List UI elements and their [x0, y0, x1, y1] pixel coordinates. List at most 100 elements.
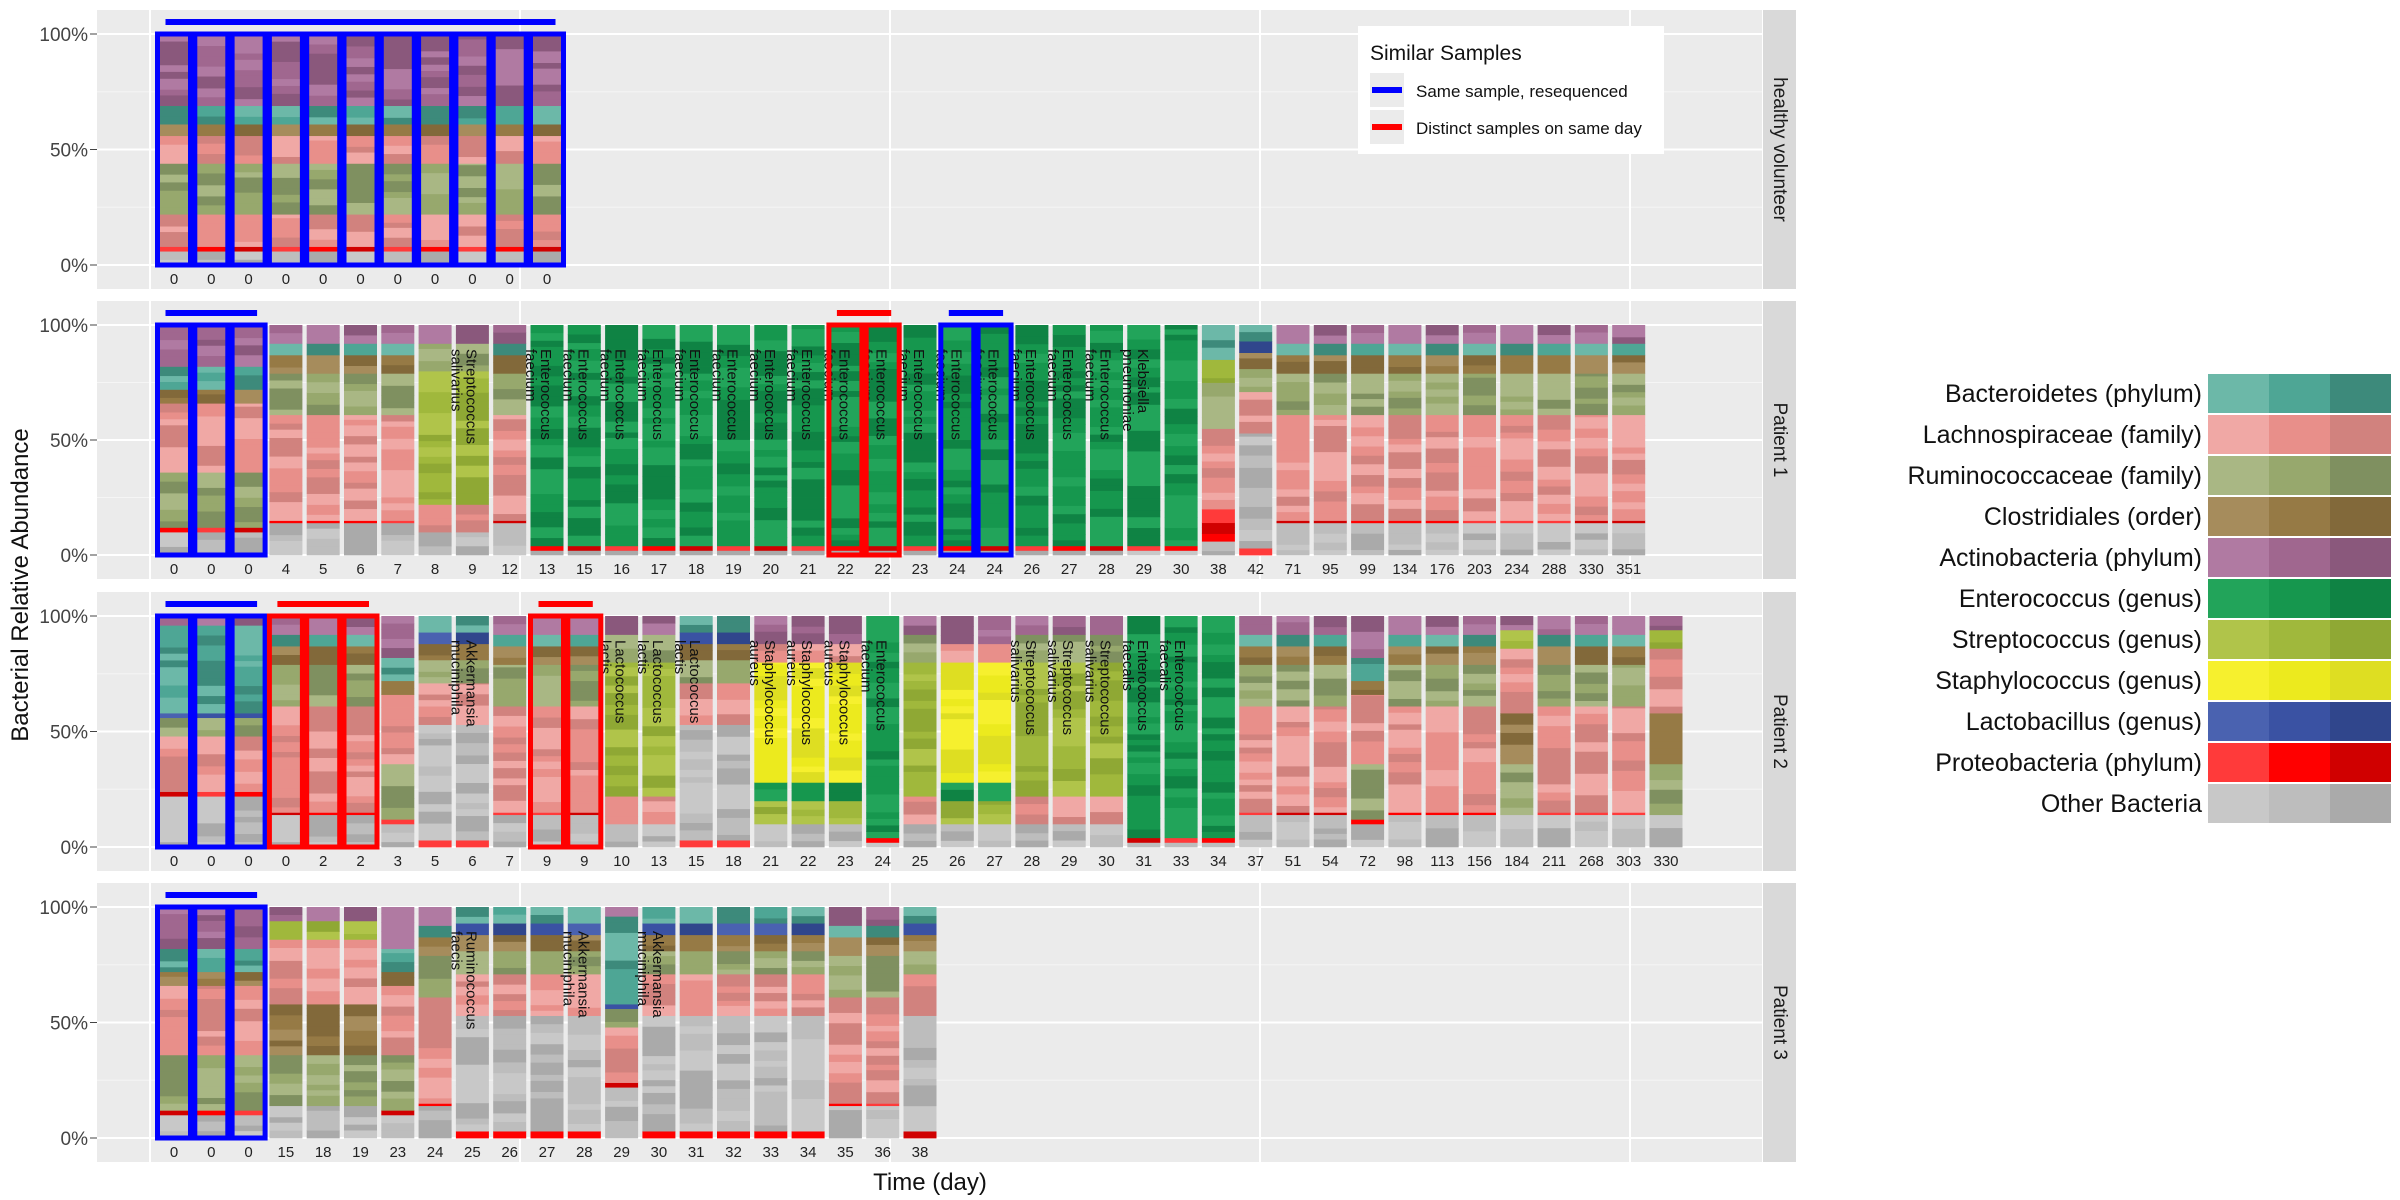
bar-segment [381, 325, 415, 333]
bar-segment [605, 816, 639, 825]
bar-segment [1127, 430, 1161, 441]
bar-segment [455, 1036, 489, 1049]
taxa-key-swatch [2208, 456, 2269, 495]
bar-segment [455, 334, 489, 344]
bar-segment [493, 666, 527, 679]
bar-segment [306, 1054, 340, 1064]
bar-segment [605, 1115, 639, 1122]
stacked-bar [903, 907, 937, 1139]
bar-segment [605, 1087, 639, 1101]
bar-segment [1276, 700, 1310, 707]
bar-segment [232, 135, 266, 143]
bar-segment [381, 832, 415, 843]
x-tick-label: 9 [543, 853, 551, 870]
bar-segment [1164, 360, 1198, 370]
bar-segment [1090, 508, 1123, 517]
bar-segment [1276, 438, 1310, 446]
bar-segment [493, 67, 527, 80]
taxa-key-swatch [2269, 374, 2330, 413]
bar-segment [717, 386, 750, 393]
bar-segment [1351, 694, 1385, 696]
bar-segment [978, 715, 1012, 725]
bar-segment [381, 414, 415, 422]
bar-segment [1500, 325, 1534, 332]
bar-segment [642, 697, 676, 708]
bar-segment [940, 718, 974, 726]
bar-segment [1052, 690, 1086, 703]
stacked-bar [642, 616, 676, 848]
bar-segment [344, 784, 377, 797]
bar-segment [232, 116, 266, 125]
bar-segment [866, 418, 900, 428]
bar-segment [1351, 695, 1385, 704]
bar-segment [1574, 812, 1608, 816]
bar-segment [866, 325, 900, 342]
bar-segment [717, 963, 750, 970]
bar-segment [381, 354, 415, 366]
bar-segment [754, 519, 788, 528]
bar-segment [1537, 399, 1571, 409]
bar-segment [1500, 648, 1534, 660]
bar-segment [605, 616, 639, 624]
bar-segment [269, 788, 303, 798]
bar-segment [791, 449, 825, 463]
bar-segment [828, 485, 862, 498]
bar-segment [1052, 485, 1086, 496]
bar-segment [866, 991, 900, 998]
bar-segment [717, 808, 750, 818]
bar-segment [157, 237, 191, 247]
bar-segment [418, 401, 452, 414]
x-tick-label: 15 [278, 1144, 295, 1161]
bar-segment [455, 105, 489, 119]
stacked-bar [1015, 325, 1049, 556]
bar-segment [567, 1049, 601, 1061]
bar-segment [828, 955, 862, 966]
bar-segment [567, 1091, 601, 1105]
bar-segment [940, 823, 974, 832]
bar-segment [1313, 731, 1347, 743]
bar-segment [567, 735, 601, 748]
bar-segment [269, 70, 303, 80]
bar-segment [381, 707, 415, 720]
stacked-bar [642, 907, 676, 1139]
x-tick-label: 54 [1322, 853, 1339, 870]
bar-segment [455, 981, 489, 987]
bar-segment [828, 534, 862, 541]
bar-segment [605, 421, 639, 433]
bar-segment [1313, 812, 1347, 816]
bar-segment [530, 966, 564, 975]
bar-segment [828, 622, 862, 634]
bar-segment [1649, 770, 1683, 781]
bar-segment [418, 498, 452, 505]
bar-segment [530, 34, 564, 52]
taxa-key-swatch [2330, 579, 2391, 618]
bar-segment [1388, 414, 1422, 424]
stacked-bar [1127, 325, 1161, 556]
bar-segment [1612, 656, 1646, 665]
bar-segment [1090, 716, 1123, 727]
bar-segment [194, 196, 228, 206]
bar-segment [679, 527, 713, 536]
bar-segment [455, 545, 489, 556]
bar-segment [157, 105, 191, 117]
bar-segment [381, 222, 415, 228]
bar-segment [1164, 788, 1198, 798]
bar-segment [381, 688, 415, 695]
bar-segment [306, 453, 340, 461]
bar-segment [605, 916, 639, 923]
bar-segment [642, 1092, 676, 1105]
bar-segment [1574, 533, 1608, 540]
bar-segment [306, 520, 340, 524]
bar-segment [940, 759, 974, 774]
bar-segment [418, 1110, 452, 1121]
bar-segment [493, 97, 527, 107]
bar-segment [1090, 478, 1123, 486]
bar-segment [418, 360, 452, 372]
bar-segment [903, 462, 937, 473]
bar-segment [381, 395, 415, 403]
stacked-bar [418, 325, 452, 556]
bar-segment [1164, 826, 1198, 839]
bar-segment [1537, 354, 1571, 364]
bar-segment [1052, 534, 1086, 541]
bar-segment [605, 823, 639, 833]
